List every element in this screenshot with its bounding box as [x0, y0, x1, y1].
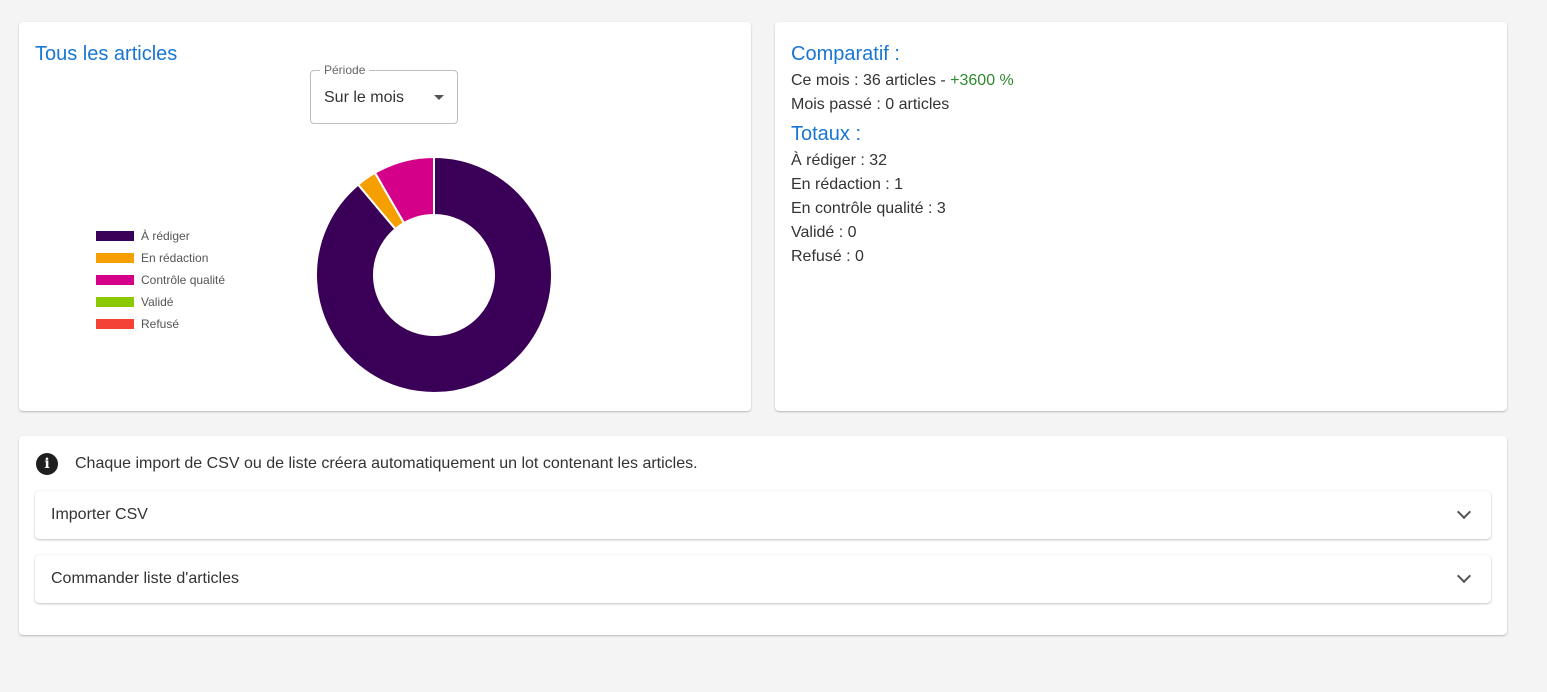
accordion-label: Importer CSV: [51, 506, 148, 523]
chart-legend: À rédiger En rédaction Contrôle qualité Val…: [96, 225, 225, 335]
legend-item[interactable]: À rédiger: [96, 225, 225, 247]
this-month-delta: +3600 %: [950, 72, 1014, 89]
legend-swatch: [96, 319, 134, 329]
legend-swatch: [96, 253, 134, 263]
accordion-label: Commander liste d'articles: [51, 570, 240, 587]
comparatif-title: Comparatif :: [791, 43, 900, 65]
legend-swatch: [96, 275, 134, 285]
donut-slice-2[interactable]: [373, 155, 435, 225]
total-valide: Validé : 0: [791, 224, 857, 241]
status-donut-chart: [315, 155, 553, 394]
legend-label: Validé: [141, 295, 174, 309]
last-month-line: Mois passé : 0 articles: [791, 96, 950, 113]
legend-swatch: [96, 297, 134, 307]
order-list-accordion[interactable]: Commander liste d'articles: [35, 555, 1491, 603]
info-text: Chaque import de CSV ou de liste créera …: [75, 455, 698, 472]
this-month-line: Ce mois : 36 articles - +3600 %: [791, 71, 1014, 91]
chart-card-title: Tous les articles: [35, 43, 178, 65]
this-month-text: Ce mois : 36 articles -: [791, 72, 951, 89]
legend-item[interactable]: Refusé: [96, 313, 225, 335]
legend-item[interactable]: En rédaction: [96, 247, 225, 269]
chevron-down-icon[interactable]: [1456, 568, 1472, 584]
period-select-value: Sur le mois: [324, 89, 405, 106]
info-message: i Chaque import de CSV ou de liste créer…: [36, 453, 698, 475]
period-select[interactable]: Période Sur le mois: [310, 63, 458, 124]
articles-chart-card: Tous les articles Période Sur le mois À …: [19, 22, 751, 411]
total-en-redaction: En rédaction : 1: [791, 176, 904, 193]
legend-swatch: [96, 231, 134, 241]
legend-label: À rédiger: [141, 229, 190, 243]
total-a-rediger: À rédiger : 32: [791, 152, 888, 169]
total-refuse: Refusé : 0: [791, 248, 864, 265]
donut-slice-0[interactable]: [315, 155, 553, 394]
legend-item[interactable]: Validé: [96, 291, 225, 313]
info-icon: i: [36, 453, 58, 475]
dropdown-arrow-icon: [434, 95, 444, 100]
chevron-down-icon[interactable]: [1456, 504, 1472, 520]
totaux-title: Totaux :: [791, 123, 862, 145]
import-card: i Chaque import de CSV ou de liste créer…: [19, 436, 1507, 635]
import-csv-accordion[interactable]: Importer CSV: [35, 491, 1491, 539]
legend-label: En rédaction: [141, 251, 209, 265]
total-en-controle-qualite: En contrôle qualité : 3: [791, 200, 946, 217]
legend-label: Refusé: [141, 317, 180, 331]
legend-item[interactable]: Contrôle qualité: [96, 269, 225, 291]
period-select-label: Période: [320, 63, 370, 77]
legend-label: Contrôle qualité: [141, 273, 226, 287]
stats-card: Comparatif : Ce mois : 36 articles - +36…: [775, 22, 1507, 411]
